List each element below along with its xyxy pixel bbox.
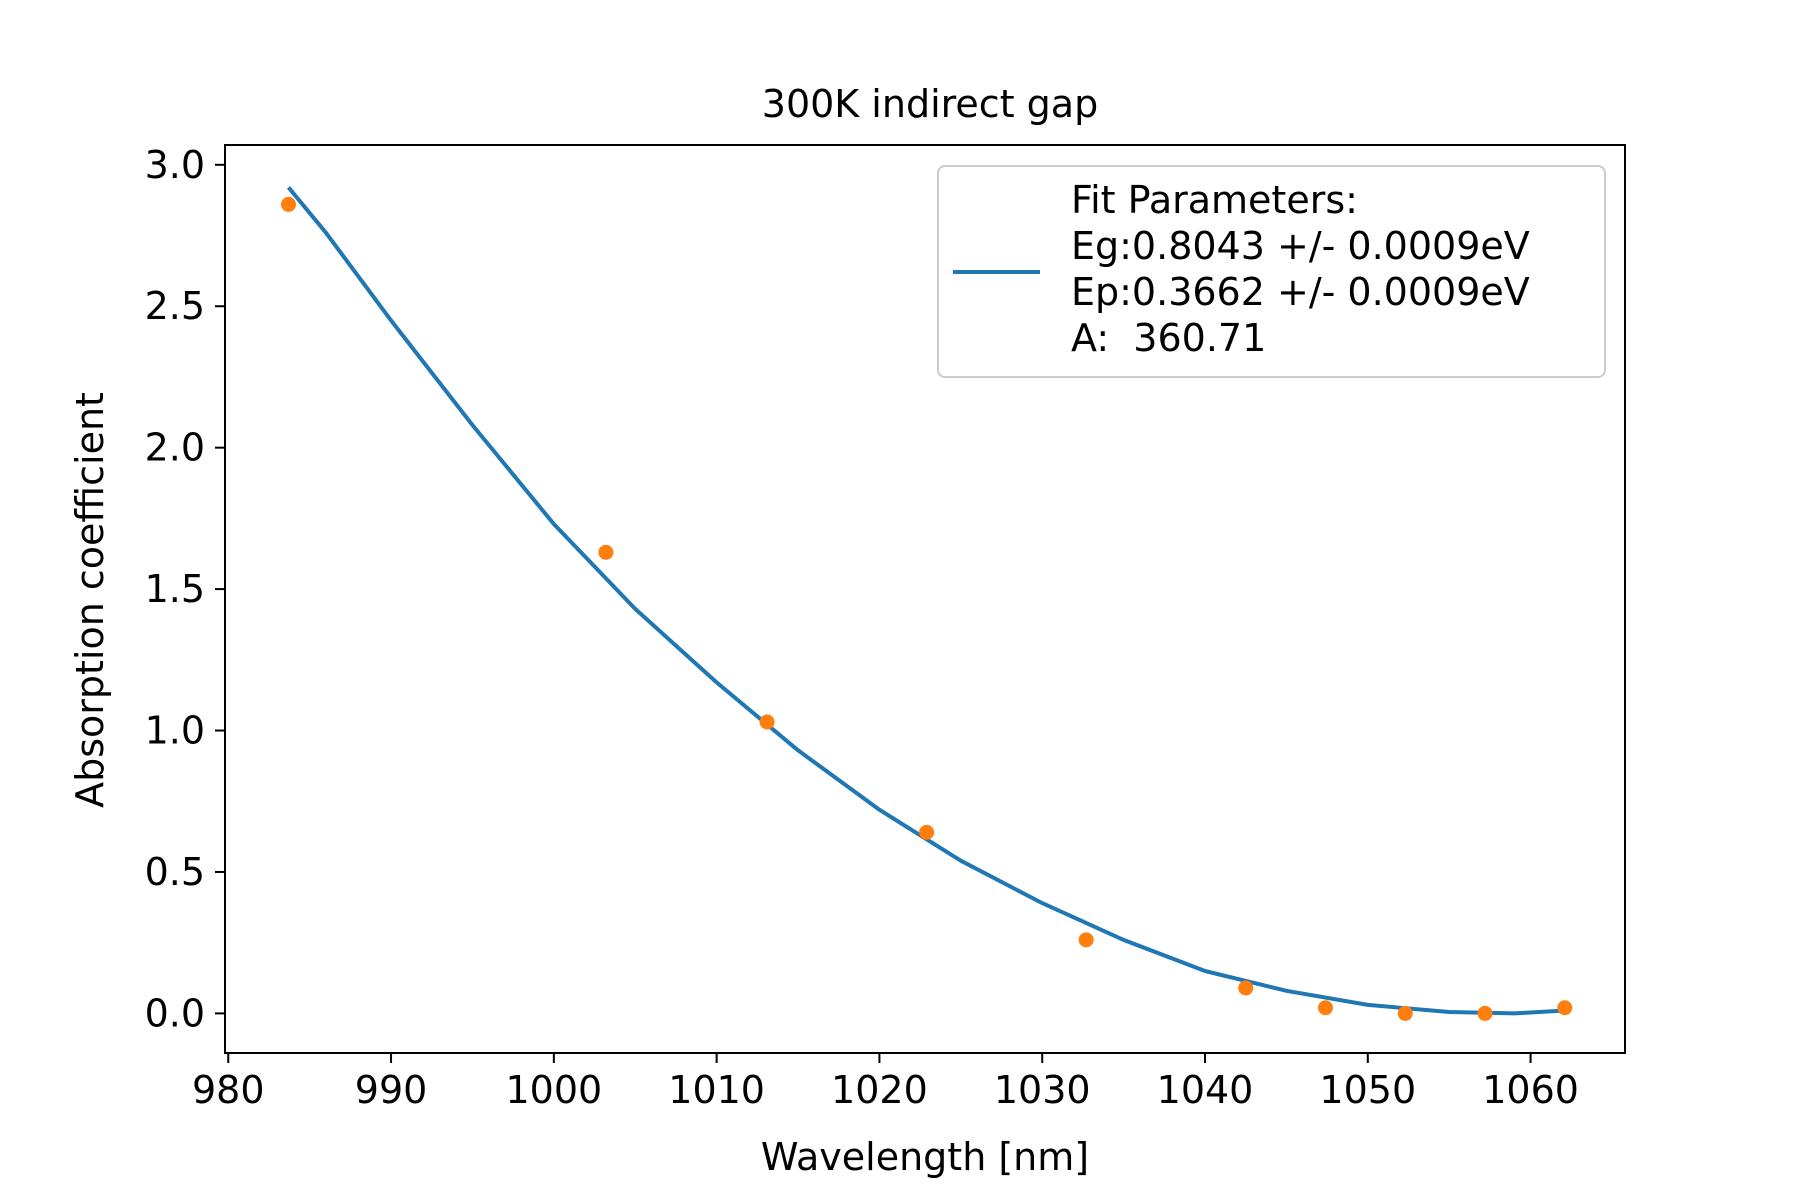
- x-tick-label: 1060: [1482, 1068, 1579, 1112]
- legend-line-1: Fit Parameters:: [1071, 178, 1358, 222]
- x-tick-label: 1020: [831, 1068, 928, 1112]
- y-axis-label: Absorption coefficient: [68, 392, 112, 808]
- x-tick-label: 1040: [1157, 1068, 1254, 1112]
- x-axis-ticks: 980 990 1000 1010 1020 1030 1040 1050 1060: [192, 1053, 1579, 1112]
- x-tick-label: 1030: [994, 1068, 1091, 1112]
- y-tick-label: 3.0: [145, 143, 205, 187]
- data-point: [1557, 1000, 1573, 1016]
- y-tick-label: 0.5: [145, 850, 205, 894]
- plot-area: 980 990 1000 1010 1020 1030 1040 1050 1060 0.00.…: [145, 143, 1626, 1112]
- y-tick-label: 1.0: [145, 709, 205, 753]
- y-tick-label: 2.5: [145, 284, 205, 328]
- y-tick-label: 1.5: [145, 567, 205, 611]
- x-tick-label: 990: [355, 1068, 428, 1112]
- data-point: [598, 544, 614, 560]
- y-axis-ticks: 0.0 0.5 1.0 1.5 2.0 2.5 3.0: [145, 143, 225, 1035]
- data-point: [280, 196, 296, 212]
- data-point: [1477, 1005, 1493, 1021]
- data-point: [1078, 932, 1094, 948]
- data-point: [1317, 1000, 1333, 1016]
- legend-line-4: A: 360.71: [1071, 316, 1266, 360]
- y-tick-label: 0.0: [145, 991, 205, 1035]
- legend-line-3: Ep:0.3662 +/- 0.0009eV: [1071, 270, 1530, 314]
- axes-frame: [224, 144, 1626, 1054]
- x-tick-label: 980: [192, 1068, 265, 1112]
- x-tick-label: 1050: [1319, 1068, 1416, 1112]
- data-point: [759, 714, 775, 730]
- legend: Fit Parameters: Eg:0.8043 +/- 0.0009eV E…: [937, 165, 1606, 378]
- data-point: [1238, 980, 1254, 996]
- data-point: [1397, 1005, 1413, 1021]
- legend-line-2: Eg:0.8043 +/- 0.0009eV: [1071, 224, 1530, 268]
- data-point: [919, 824, 935, 840]
- chart-title: 300K indirect gap: [762, 82, 1098, 126]
- x-tick-label: 1010: [668, 1068, 765, 1112]
- x-tick-label: 1000: [505, 1068, 602, 1112]
- y-tick-label: 2.0: [145, 426, 205, 470]
- series-layer: [280, 186, 1573, 1021]
- x-axis-label: Wavelength [nm]: [761, 1135, 1089, 1179]
- legend-box: [937, 165, 1606, 378]
